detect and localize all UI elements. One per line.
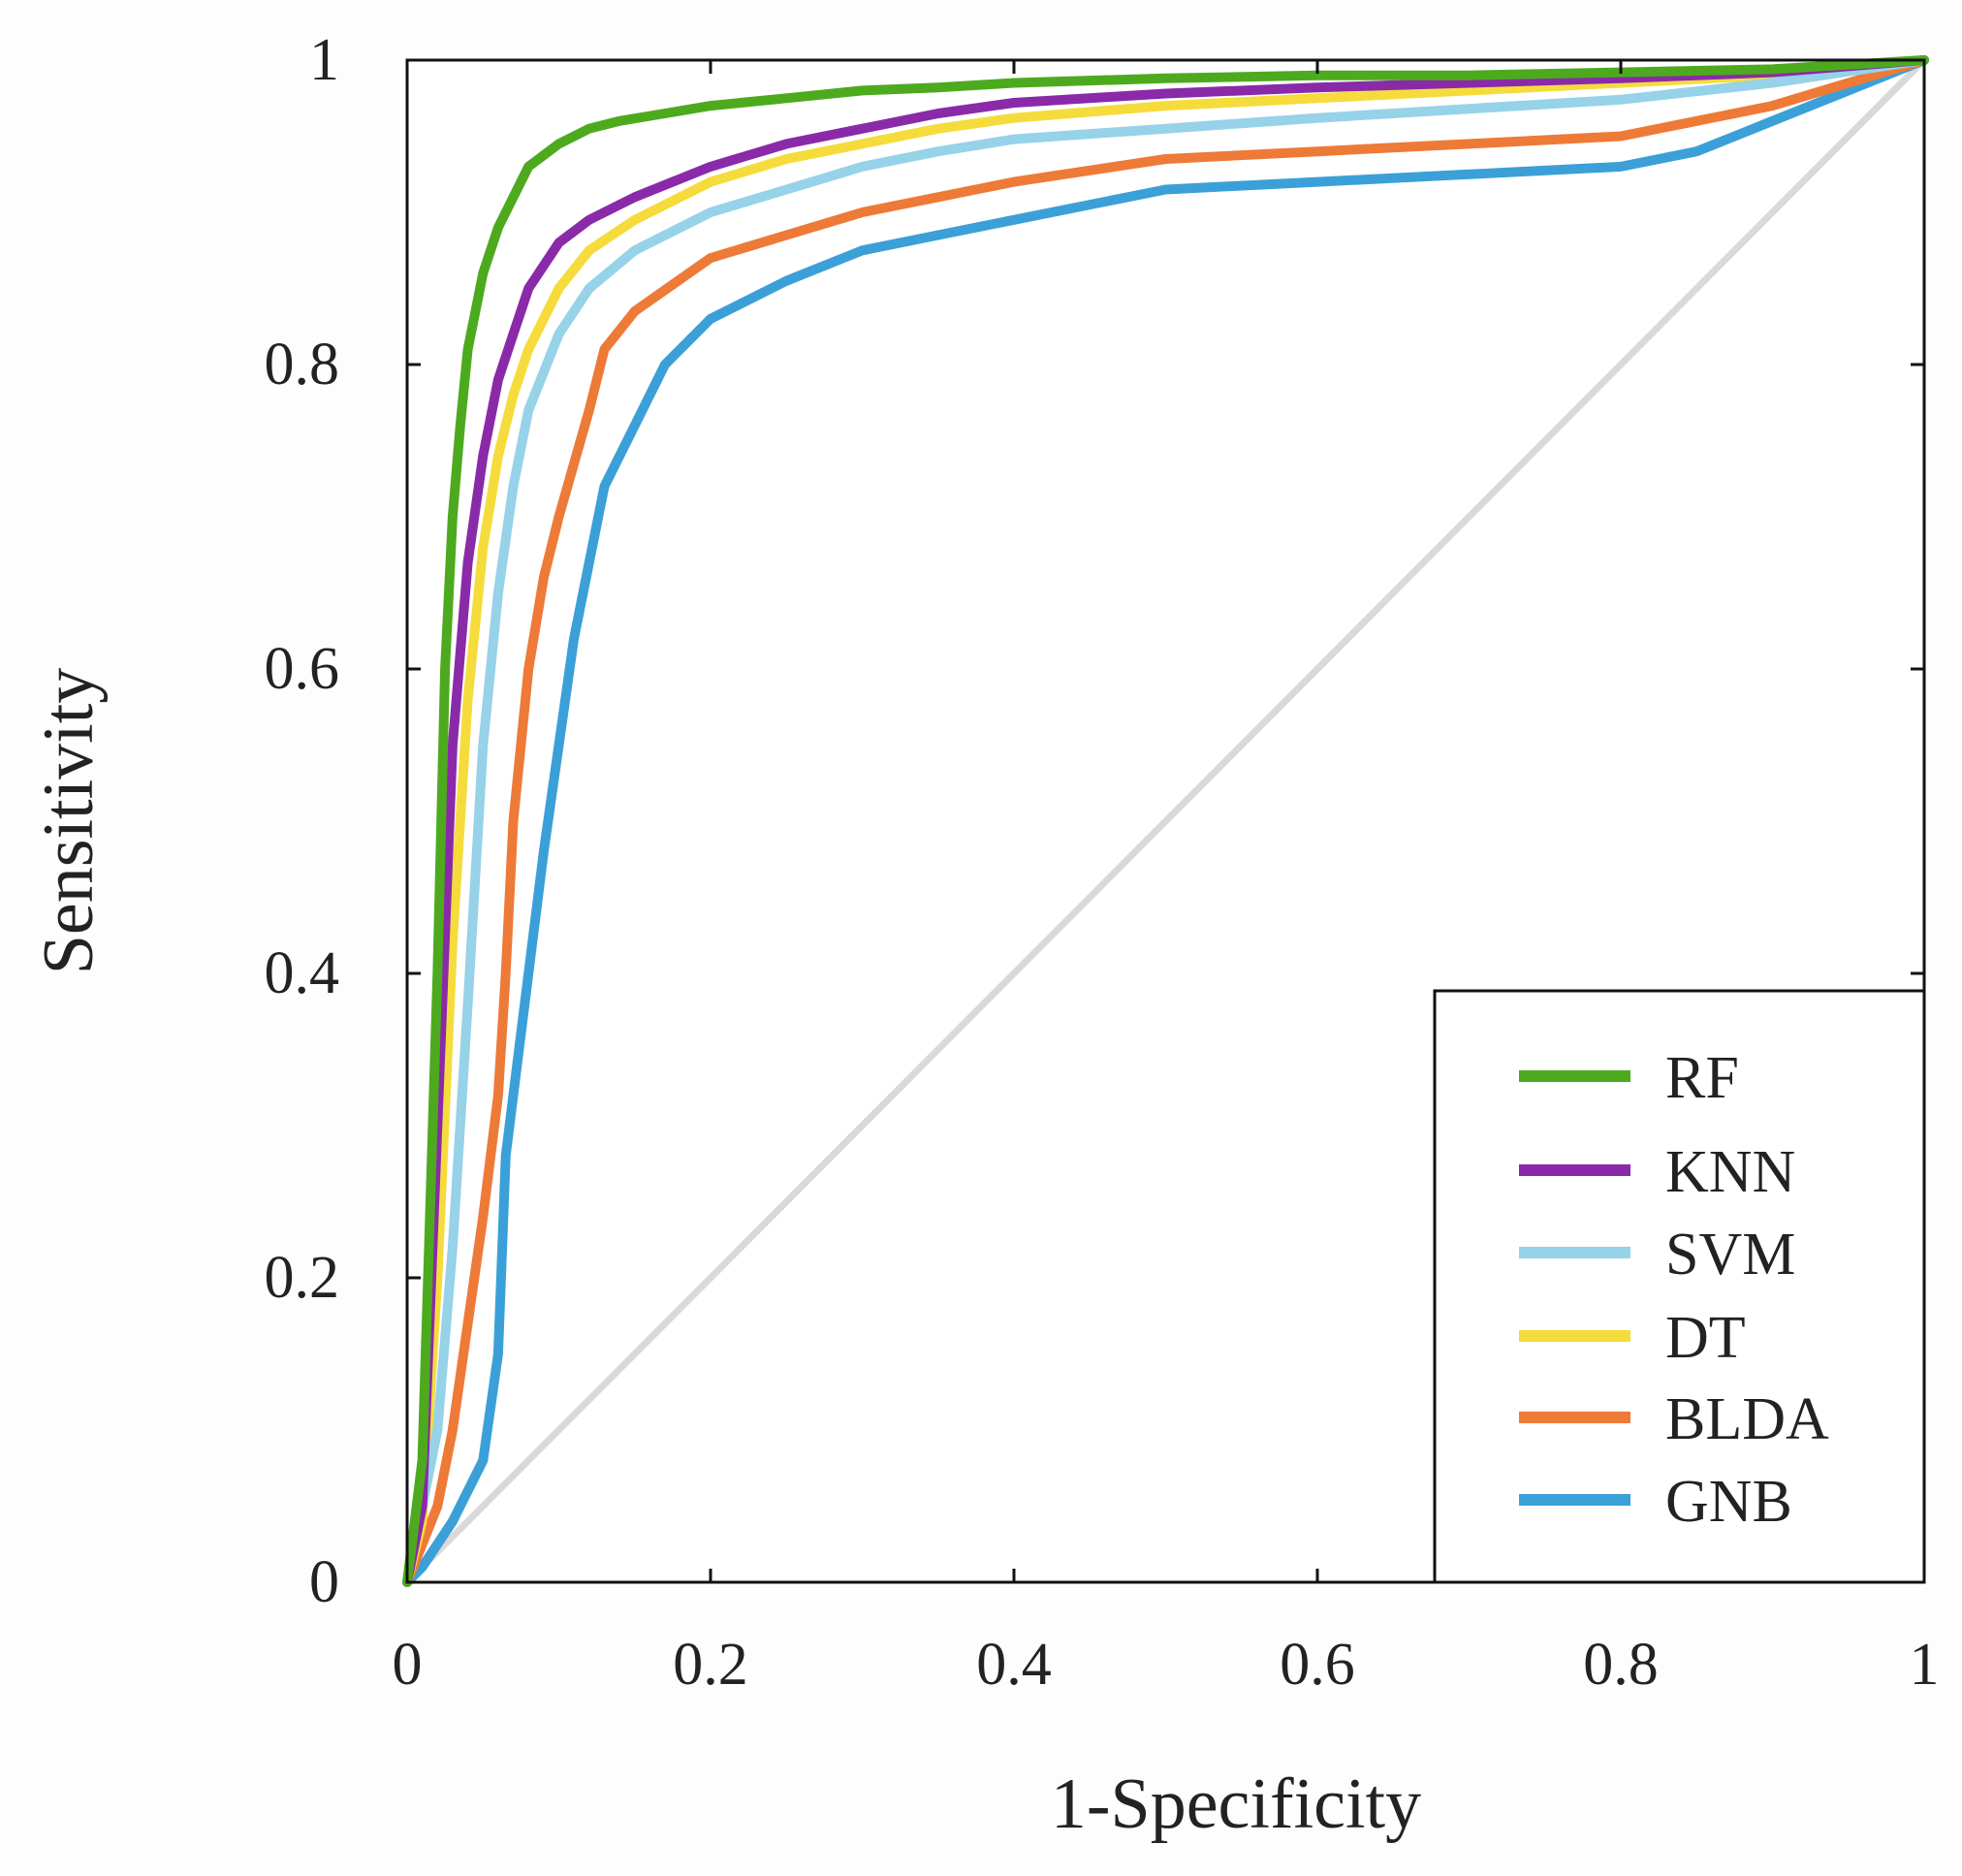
series-layer (402, 55, 1929, 1587)
plot-frame (405, 58, 1926, 1584)
series-line-rf (402, 55, 1929, 1587)
legend-label-svm: SVM (1665, 1222, 1795, 1288)
legend-label-dt: DT (1665, 1305, 1746, 1371)
x-axis-label: 1-Specificity (1051, 1765, 1421, 1844)
x-tick-label: 0.2 (673, 1632, 748, 1698)
legend-label-blda: BLDA (1665, 1386, 1829, 1452)
y-tick-label: 1 (309, 27, 339, 93)
x-tick-label: 0.8 (1583, 1632, 1659, 1698)
tick-layer: 0 0.2 0.4 0.6 0.8 1 0 0.2 0.4 0.6 0.8 1 (265, 27, 1940, 1698)
reference-line-layer (404, 57, 1927, 1585)
x-tick-label: 0.4 (976, 1632, 1052, 1698)
y-tick-label: 0.2 (265, 1245, 340, 1311)
legend-label-rf: RF (1665, 1045, 1739, 1111)
legend-box (1433, 989, 1926, 1584)
series-line-gnb (402, 55, 1929, 1587)
x-tick-label: 0.6 (1280, 1632, 1355, 1698)
legend-label-knn: KNN (1665, 1139, 1795, 1205)
legend-label-gnb: GNB (1665, 1469, 1792, 1535)
y-tick-label: 0.6 (265, 636, 340, 702)
y-tick-label: 0.8 (265, 332, 340, 397)
series-line-knn (402, 55, 1929, 1587)
y-tick-label: 0.4 (265, 940, 340, 1006)
y-tick-label: 0 (309, 1549, 339, 1615)
reference-diagonal-line (404, 57, 1927, 1585)
series-line-blda (402, 55, 1929, 1587)
series-line-svm (402, 55, 1929, 1587)
x-tick-label: 0 (393, 1632, 423, 1698)
series-line-dt (402, 55, 1929, 1587)
legend: RF KNN SVM DT BLDA GNB (1433, 989, 1926, 1584)
x-tick-label: 1 (1910, 1632, 1940, 1698)
y-axis-label: Sensitivity (29, 668, 109, 975)
